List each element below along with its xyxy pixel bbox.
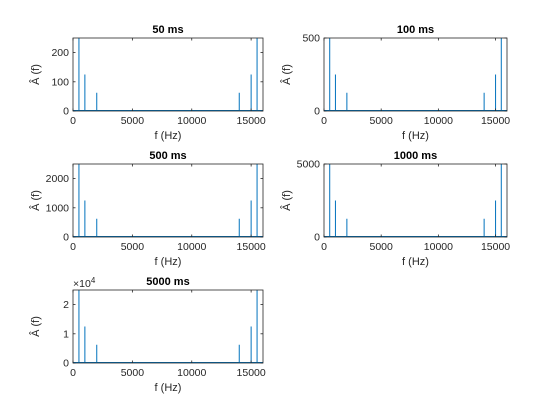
y-exponent-power: 4 (91, 276, 96, 285)
subplot-2: 0 5000 10000 15000 0 500 100 ms f (Hz) Â (f) (280, 24, 510, 142)
y-tick-label: 0 (314, 106, 320, 118)
subplot-5: 0 5000 10000 15000 0 1 2 ×104 5000 ms f (Hz) Â (f) (29, 276, 266, 394)
y-axis-label: Â (f) (280, 190, 293, 211)
y-axis-label: Â (f) (29, 316, 42, 337)
x-tick-label: 15000 (481, 115, 510, 127)
subplot-3: 0 5000 10000 15000 0 1000 2000 500 ms f (Hz) Â (f… (29, 150, 266, 268)
subplot-title: 5000 ms (146, 276, 189, 288)
x-tick-label: 10000 (424, 115, 453, 127)
x-tick-label: 0 (321, 241, 327, 253)
plot-area (73, 38, 263, 111)
plot-area (73, 164, 263, 237)
y-tick-label: 0 (63, 106, 69, 118)
y-tick-label: 0 (63, 232, 69, 244)
y-tick-label: 0 (314, 232, 320, 244)
x-axis-label: f (Hz) (402, 256, 429, 268)
axes-box (72, 289, 264, 364)
axes-box (323, 163, 508, 238)
x-tick-label: 0 (70, 241, 76, 253)
subplot-title: 50 ms (152, 24, 183, 36)
x-tick-label: 15000 (481, 241, 510, 253)
x-tick-label: 10000 (177, 367, 206, 379)
x-axis-label: f (Hz) (402, 130, 429, 142)
y-tick-label: 1 (63, 328, 69, 340)
y-tick-label: 0 (63, 358, 69, 370)
subplot-title: 100 ms (397, 24, 434, 36)
x-tick-label: 15000 (237, 115, 266, 127)
axes-box (72, 37, 264, 112)
x-tick-label: 0 (70, 115, 76, 127)
x-axis-label: f (Hz) (155, 130, 182, 142)
y-axis-label: Â (f) (280, 64, 293, 85)
subplot-4: 0 5000 10000 15000 0 5000 1000 ms f (Hz) Â (f) (280, 150, 510, 268)
plot-area (324, 164, 507, 237)
y-tick-label: 2 (63, 299, 69, 311)
plot-area (73, 290, 263, 363)
x-tick-label: 15000 (237, 241, 266, 253)
axes-box (323, 37, 508, 112)
x-axis-label: f (Hz) (155, 256, 182, 268)
x-tick-label: 10000 (177, 241, 206, 253)
subplot-1: 0 5000 10000 15000 0 100 200 50 ms f (Hz) Â (f) (29, 24, 266, 142)
x-tick-label: 5000 (121, 367, 145, 379)
x-tick-label: 5000 (370, 115, 394, 127)
x-tick-label: 5000 (121, 115, 145, 127)
x-tick-label: 0 (321, 115, 327, 127)
x-tick-label: 5000 (370, 241, 394, 253)
x-tick-label: 0 (70, 367, 76, 379)
x-tick-label: 10000 (424, 241, 453, 253)
y-tick-label: 5000 (297, 159, 321, 171)
subplot-title: 1000 ms (394, 150, 437, 162)
y-axis-label: Â (f) (29, 64, 42, 85)
plot-area (324, 38, 507, 111)
y-tick-label: 100 (51, 76, 69, 88)
x-tick-label: 15000 (237, 367, 266, 379)
y-exponent-label: ×104 (73, 276, 96, 290)
y-tick-label: 500 (302, 33, 320, 45)
y-axis-label: Â (f) (29, 190, 42, 211)
subplot-title: 500 ms (149, 150, 186, 162)
y-tick-label: 2000 (46, 173, 70, 185)
x-tick-label: 5000 (121, 241, 145, 253)
y-tick-label: 200 (51, 47, 69, 59)
y-tick-label: 1000 (46, 202, 70, 214)
x-tick-label: 10000 (177, 115, 206, 127)
axes-box (72, 163, 264, 238)
x-axis-label: f (Hz) (155, 382, 182, 394)
